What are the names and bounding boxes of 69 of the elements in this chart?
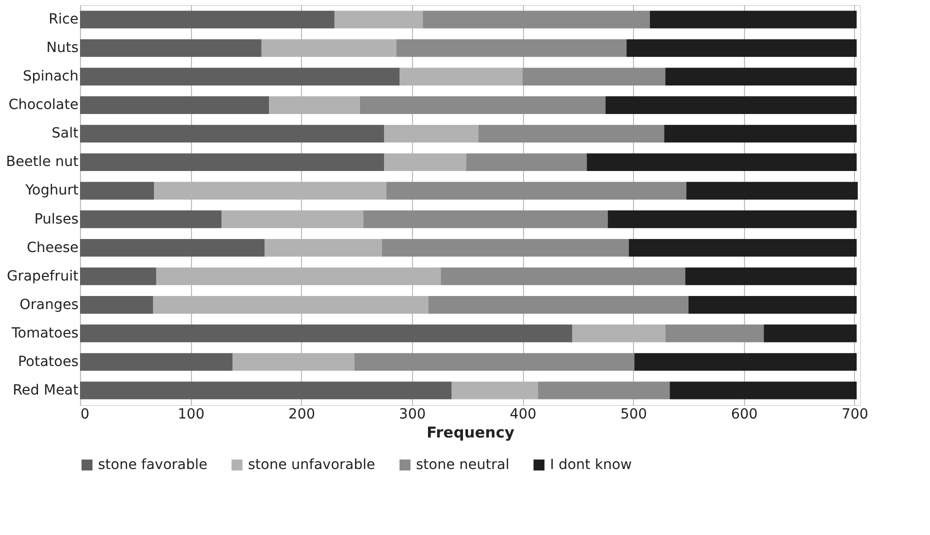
bar [80,210,222,228]
bar [634,353,857,371]
bar [80,10,334,28]
y-tick-label: Oranges [19,296,78,313]
y-tick-label: Chocolate [8,97,78,114]
y-tick-label: Rice [48,12,78,28]
x-tick-label: 0 [80,406,90,422]
bar [80,353,233,371]
legend-label: stone neutral [416,457,510,473]
x-tick-label: 700 [842,406,868,422]
x-tick-label: 200 [288,406,316,422]
bar [628,238,857,257]
bar [386,182,686,200]
bar [586,153,857,172]
y-tick-label: Red Meat [12,382,80,398]
bar [80,124,384,143]
bar [80,238,265,257]
bar [80,153,384,172]
x-tick-label: 600 [730,406,758,422]
bar [422,10,650,28]
bar [80,68,400,86]
x-tick-label: 500 [620,406,648,422]
bar [440,267,686,286]
bar [363,210,608,228]
y-tick-label: Grapefruit [6,268,80,284]
bar [606,96,857,114]
y-tick-label: Pulses [34,211,78,228]
bar [80,96,270,114]
y-tick-label: Beetle nut [6,154,80,170]
bar [688,296,857,314]
bar [686,182,858,200]
bar [80,324,572,342]
bar [522,68,666,86]
bar [626,39,857,57]
bar [80,296,154,314]
bar [665,68,857,86]
y-tick-label: Tomatoes [10,325,78,342]
y-tick-label: Cheese [26,240,78,256]
bar [80,382,452,400]
y-tick-label: Nuts [46,40,78,56]
bar [428,296,689,314]
x-tick-label: 300 [399,406,426,422]
bar [80,267,156,286]
x-tick-label: 100 [178,406,205,422]
bar [382,238,629,257]
bar [478,124,664,143]
bar [608,210,857,228]
bar [538,382,670,400]
bar [650,10,857,28]
bar [685,267,857,286]
y-tick-label: Spinach [22,68,78,85]
bar [80,182,154,200]
bar [396,39,627,57]
legend-label: stone favorable [98,457,208,473]
y-tick-label: Salt [52,126,79,142]
bar [354,353,634,371]
y-tick-label: Yoghurt [24,182,80,199]
bar [670,382,857,400]
bar [360,96,606,114]
y-tick-label: Potatoes [18,354,78,370]
legend-label: stone unfavorable [248,457,376,473]
bar [80,39,262,57]
legend-label: I dont know [550,457,632,473]
bar [466,153,587,172]
bar [764,324,857,342]
x-axis-title: Frequency [426,424,515,442]
bar [664,124,857,143]
x-tick-label: 400 [510,406,536,422]
bar [665,324,764,342]
